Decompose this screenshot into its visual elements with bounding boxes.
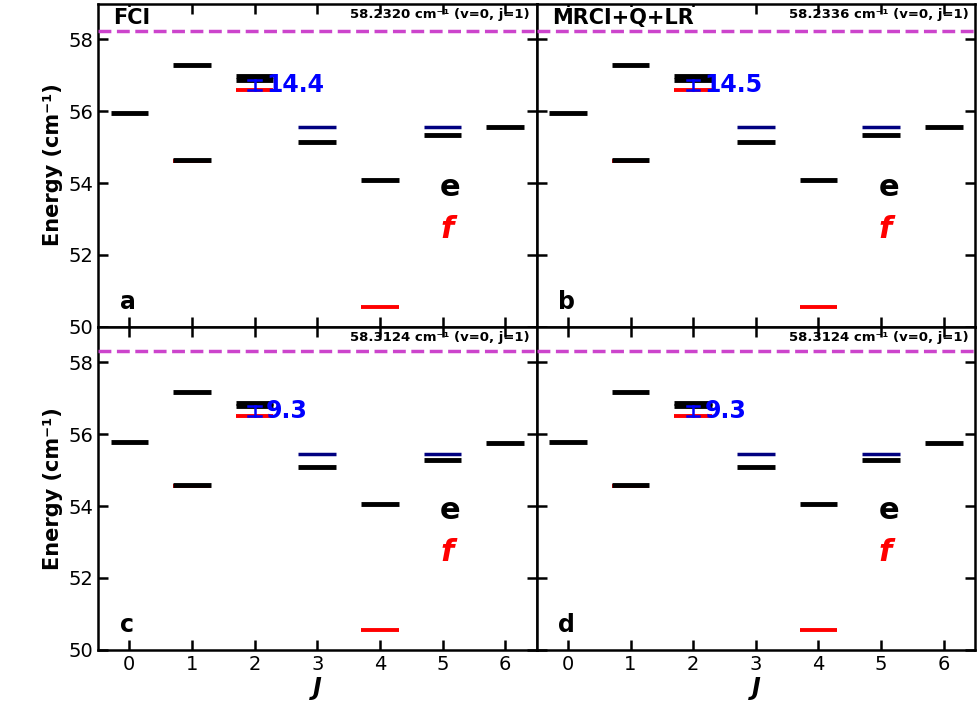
X-axis label: J: J: [752, 677, 760, 700]
Text: MRCI+Q+LR: MRCI+Q+LR: [552, 9, 694, 28]
Text: e: e: [879, 173, 900, 202]
Text: 58.2336 cm⁻¹ (v=0, j=1): 58.2336 cm⁻¹ (v=0, j=1): [789, 9, 968, 21]
Text: c: c: [120, 613, 134, 637]
Text: a: a: [120, 290, 136, 314]
Text: f: f: [440, 215, 454, 244]
Text: 58.3124 cm⁻¹ (v=0, j=1): 58.3124 cm⁻¹ (v=0, j=1): [789, 332, 968, 344]
Text: f: f: [440, 538, 454, 567]
Text: f: f: [879, 538, 892, 567]
Text: e: e: [440, 173, 461, 202]
Text: 9.3: 9.3: [266, 399, 308, 423]
Text: b: b: [559, 290, 575, 314]
Text: d: d: [559, 613, 575, 637]
Text: 58.3124 cm⁻¹ (v=0, j=1): 58.3124 cm⁻¹ (v=0, j=1): [350, 332, 530, 344]
Text: 14.5: 14.5: [705, 73, 762, 97]
Y-axis label: Energy (cm⁻¹): Energy (cm⁻¹): [43, 407, 63, 569]
Text: 58.2320 cm⁻¹ (v=0, j=1): 58.2320 cm⁻¹ (v=0, j=1): [350, 9, 530, 21]
Text: e: e: [440, 496, 461, 525]
Text: 14.4: 14.4: [266, 73, 324, 97]
Y-axis label: Energy (cm⁻¹): Energy (cm⁻¹): [43, 84, 63, 246]
Text: 9.3: 9.3: [705, 399, 747, 423]
Text: FCI: FCI: [114, 9, 151, 28]
Text: e: e: [879, 496, 900, 525]
X-axis label: J: J: [313, 677, 321, 700]
Text: f: f: [879, 215, 892, 244]
